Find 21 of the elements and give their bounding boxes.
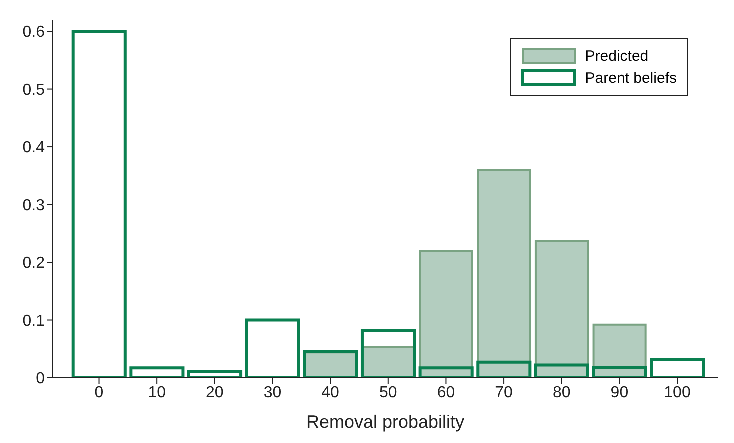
y-tick-label: 0.2 — [22, 255, 46, 272]
x-tick-label: 90 — [610, 384, 629, 402]
x-tick-label: 30 — [264, 384, 282, 402]
x-tick-label: 10 — [148, 384, 166, 402]
x-tick-label: 70 — [495, 384, 514, 402]
x-tick-label: 50 — [379, 384, 398, 402]
x-tick-label: 100 — [664, 384, 691, 402]
y-tick-label: 0 — [36, 370, 46, 388]
x-tick-label: 20 — [206, 384, 224, 402]
legend-label: Predicted — [585, 48, 649, 64]
x-tick-label: 60 — [437, 384, 456, 402]
y-tick-label: 0.3 — [22, 197, 46, 214]
y-tick-label: 0.1 — [22, 312, 46, 330]
y-tick-label: 0.5 — [22, 82, 46, 99]
legend-label: Parent beliefs — [585, 70, 677, 86]
x-tick-label: 0 — [94, 384, 104, 402]
x-tick-label: 80 — [552, 384, 571, 402]
x-tick-label: 40 — [322, 384, 340, 402]
y-tick-label: 0.4 — [22, 140, 46, 157]
x-axis-title: Removal probability — [306, 412, 465, 432]
y-tick-label: 0.6 — [22, 24, 46, 42]
